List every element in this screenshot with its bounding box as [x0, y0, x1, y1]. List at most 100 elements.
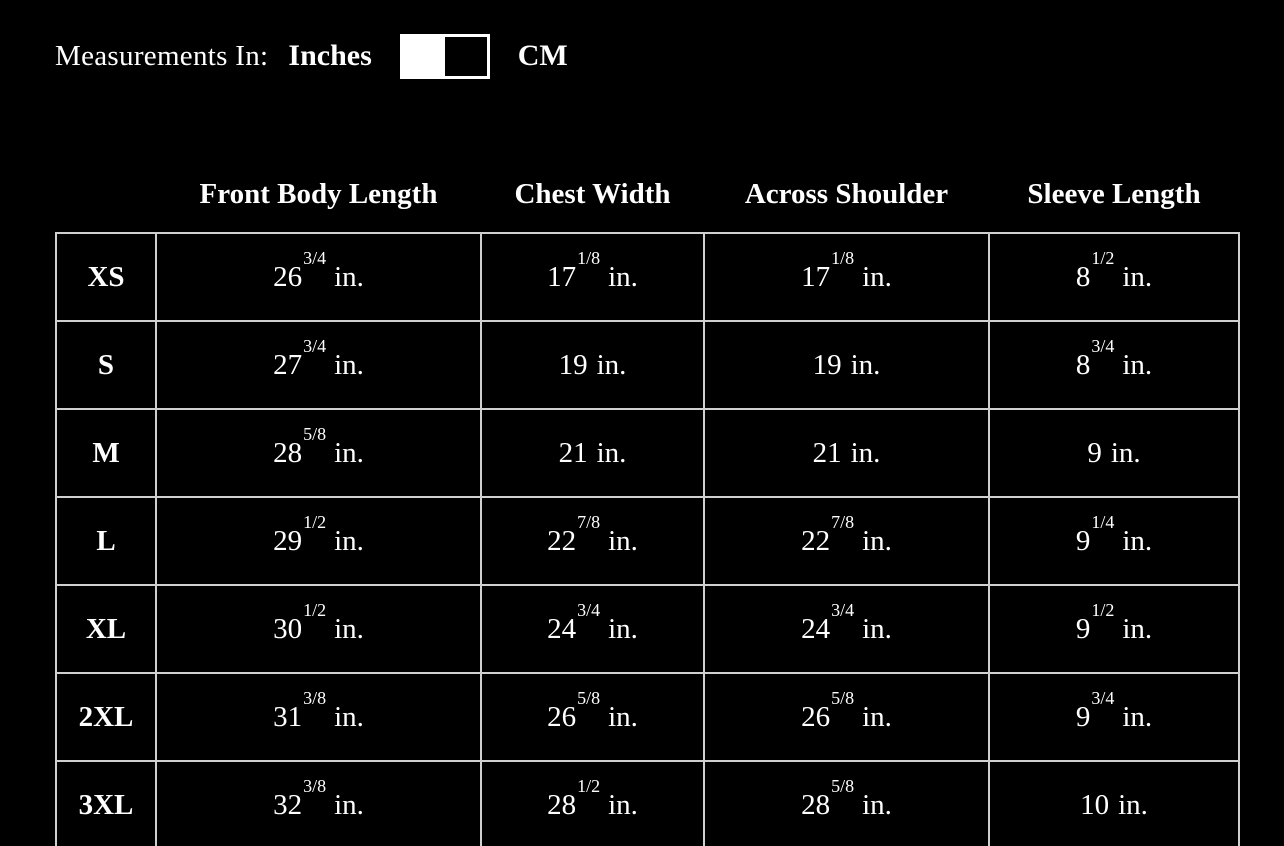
table-row: L 291/2in. 227/8in. 227/8in. 91/4in.: [55, 496, 1240, 586]
measurement-cell: 83/4 in.: [988, 320, 1240, 410]
measurement-cell: 285/8 in.: [703, 760, 990, 846]
measurement-unit: in.: [334, 348, 364, 381]
measurement-fraction: 1/2: [577, 775, 601, 796]
measurement-whole: 22: [801, 524, 831, 557]
measurement-whole: 21: [812, 436, 842, 469]
measurement-unit: in.: [608, 700, 638, 733]
measurement-unit: in.: [862, 524, 892, 557]
table-row: XS 263/4in. 171/8in. 171/8in. 81/2in.: [55, 232, 1240, 322]
measurement-whole: 8: [1075, 260, 1091, 293]
measurement-fraction: 5/8: [577, 687, 601, 708]
measurement-unit: in.: [596, 348, 627, 381]
measurement-unit: in.: [1122, 348, 1153, 381]
measurement-whole: 27: [273, 348, 303, 381]
measurement-cell: 91/4 in.: [988, 496, 1240, 586]
measurement-whole: 21: [558, 436, 588, 469]
measurement-whole: 17: [801, 260, 831, 293]
measurement-cell: 243/4 in.: [480, 584, 705, 674]
measurement-unit: in.: [334, 700, 364, 733]
measurement-unit: in.: [608, 524, 638, 557]
table-row: 3XL 323/8in. 281/2in. 285/8in. 10 in.: [55, 760, 1240, 846]
measurement-cell: 171/8 in.: [480, 232, 705, 322]
measurement-whole: 24: [801, 612, 831, 645]
measurement-cell: 19 in.: [703, 320, 990, 410]
measurement-unit: in.: [1118, 788, 1148, 821]
measurement-unit: in.: [862, 700, 892, 733]
measurement-fraction: 7/8: [831, 511, 855, 532]
measurement-fraction: 3/4: [1091, 687, 1115, 708]
measurement-unit: in.: [862, 260, 892, 293]
column-header-sleeve-length: Sleeve Length: [1027, 178, 1201, 210]
measurement-whole: 8: [1075, 348, 1091, 381]
size-label: XL: [55, 584, 157, 674]
measurement-whole: 28: [547, 788, 577, 821]
measurement-fraction: 5/8: [831, 775, 855, 796]
measurement-cell: 263/4 in.: [155, 232, 482, 322]
measurement-cell: 243/4 in.: [703, 584, 990, 674]
measurement-whole: 32: [273, 788, 303, 821]
inches-option-label[interactable]: Inches: [288, 39, 372, 72]
size-label: 3XL: [55, 760, 157, 846]
measurement-fraction: 1/4: [1091, 511, 1115, 532]
measurement-whole: 9: [1075, 524, 1091, 557]
measurement-cell: 9 in.: [988, 408, 1240, 498]
measurement-fraction: 1/2: [1091, 247, 1115, 268]
measurement-unit: in.: [862, 788, 892, 821]
measurement-cell: 265/8 in.: [480, 672, 705, 762]
measurement-fraction: 1/8: [831, 247, 855, 268]
corner-header-cell: [56, 157, 156, 233]
measurement-cell: 91/2 in.: [988, 584, 1240, 674]
table-row: M 285/8 in. 21 in. 21 in. 9 in.: [55, 408, 1240, 498]
measurements-in-label: Measurements In:: [55, 39, 269, 72]
column-header-chest-width: Chest Width: [514, 178, 671, 210]
measurement-whole: 28: [801, 788, 831, 821]
measurement-fraction: 1/2: [303, 511, 327, 532]
measurement-unit: in.: [334, 260, 364, 293]
measurement-whole: 29: [273, 524, 303, 557]
measurement-whole: 19: [558, 348, 588, 381]
cm-option-label[interactable]: CM: [517, 39, 568, 72]
measurement-cell: 171/8 in.: [703, 232, 990, 322]
measurement-fraction: 3/4: [831, 599, 855, 620]
measurement-unit: in.: [850, 348, 881, 381]
measurement-cell: 323/8 in.: [155, 760, 482, 846]
table-row: S 273/4in. 19 in. 19 in. 83/4in.: [55, 320, 1240, 410]
measurement-cell: 10 in.: [988, 760, 1240, 846]
measurement-cell: 21 in.: [480, 408, 705, 498]
measurement-whole: 10: [1080, 788, 1110, 821]
measurement-unit: in.: [334, 612, 364, 645]
measurement-whole: 28: [273, 436, 303, 469]
unit-toggle-switch[interactable]: [399, 33, 490, 79]
table-row: XL 301/2in. 243/4in. 243/4in. 91/2in.: [55, 584, 1240, 674]
measurement-cell: 19 in.: [480, 320, 705, 410]
measurement-unit: in.: [608, 260, 638, 293]
measurement-unit: in.: [608, 788, 638, 821]
measurement-cell: 301/2 in.: [155, 584, 482, 674]
measurement-unit: in.: [1122, 524, 1153, 557]
measurement-cell: 313/8 in.: [155, 672, 482, 762]
size-chart-table: Front Body Length Chest Width Across Sho…: [55, 157, 1240, 846]
measurement-cell: 81/2 in.: [988, 232, 1240, 322]
measurement-cell: 281/2 in.: [480, 760, 705, 846]
measurement-fraction: 7/8: [577, 511, 601, 532]
measurement-fraction: 3/4: [303, 247, 327, 268]
size-label: M: [55, 408, 157, 498]
measurement-whole: 19: [812, 348, 842, 381]
measurement-unit: in.: [1110, 436, 1141, 469]
measurement-whole: 30: [273, 612, 303, 645]
column-header-across-shoulder: Across Shoulder: [744, 178, 949, 210]
measurement-fraction: 3/4: [303, 335, 327, 356]
measurement-unit: in.: [608, 612, 638, 645]
measurement-whole: 24: [547, 612, 577, 645]
size-label: 2XL: [55, 672, 157, 762]
measurement-whole: 22: [547, 524, 577, 557]
unit-selector: Measurements In: Inches CM: [55, 30, 568, 82]
size-label: XS: [55, 232, 157, 322]
measurement-unit: in.: [334, 524, 364, 557]
measurement-fraction: 5/8: [303, 423, 327, 444]
measurement-fraction: 5/8: [831, 687, 855, 708]
measurement-whole: 9: [1087, 436, 1102, 469]
measurement-whole: 26: [273, 260, 303, 293]
measurement-cell: 227/8 in.: [703, 496, 990, 586]
